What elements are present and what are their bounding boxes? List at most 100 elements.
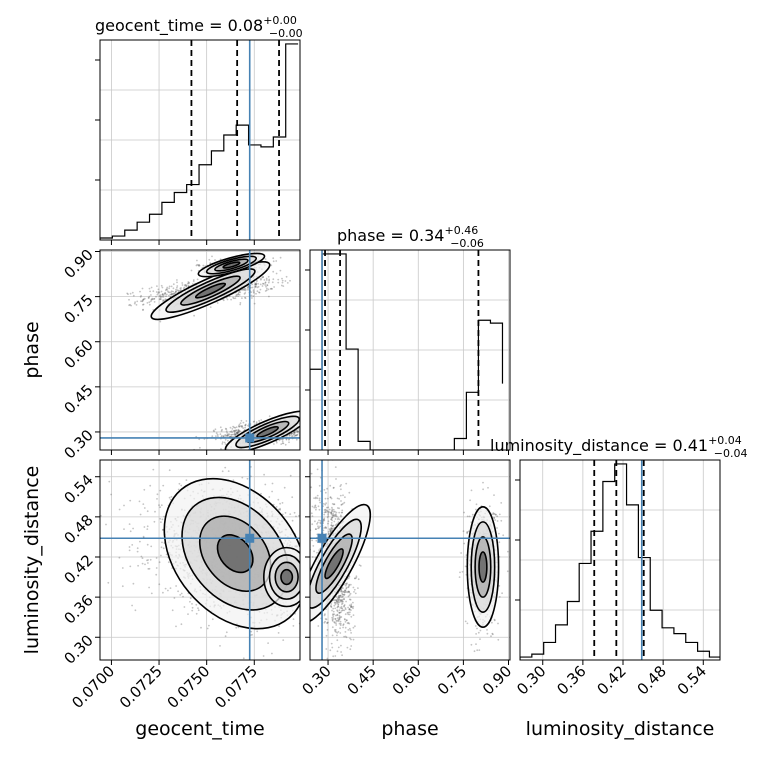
sample-point	[305, 550, 307, 552]
sample-point	[150, 294, 152, 296]
sample-point	[301, 426, 303, 428]
sample-point	[237, 432, 240, 434]
sample-point	[337, 601, 339, 604]
y-tick-label: 0.90	[60, 246, 96, 282]
sample-point	[271, 482, 274, 485]
sample-point	[306, 598, 308, 600]
sample-point	[281, 277, 283, 280]
scatter-phase-vs-luminosity-distance	[310, 460, 510, 660]
sample-point	[147, 297, 150, 299]
sample-point	[220, 448, 222, 450]
sample-point	[291, 496, 294, 499]
sample-point	[176, 286, 178, 289]
sample-point	[303, 587, 305, 589]
panel-frame-1-0	[99, 249, 301, 451]
sample-point	[150, 300, 152, 303]
sample-point	[180, 592, 183, 595]
sample-point	[335, 631, 337, 633]
sample-point	[303, 565, 305, 567]
sample-point	[247, 289, 249, 291]
sample-point	[290, 433, 293, 435]
sample-point	[224, 466, 227, 469]
sample-point	[307, 431, 309, 433]
sample-point	[108, 480, 111, 483]
sample-point	[307, 616, 309, 618]
sample-point	[301, 577, 303, 579]
sample-point	[326, 506, 328, 509]
sample-point	[140, 555, 143, 558]
sample-point	[268, 278, 271, 281]
title-phase: phase = 0.34+0.46 −0.06	[337, 224, 484, 250]
sample-point	[348, 575, 351, 578]
panel-frame-0-0	[99, 39, 301, 241]
sample-point	[185, 284, 188, 287]
sample-point	[335, 511, 338, 514]
sample-point	[337, 595, 340, 598]
sample-point	[159, 489, 162, 492]
sample-point	[232, 430, 235, 432]
sample-point	[255, 421, 258, 423]
sample-point	[332, 514, 334, 517]
sample-point	[138, 500, 141, 503]
sample-point	[158, 583, 161, 586]
sample-point	[142, 503, 145, 505]
sample-point	[344, 635, 347, 638]
sample-point	[338, 614, 341, 617]
sample-point	[267, 275, 270, 278]
sample-point	[142, 303, 145, 306]
sample-point	[304, 429, 306, 431]
sample-point	[155, 295, 157, 298]
sample-point	[244, 292, 247, 294]
sample-point	[317, 505, 320, 508]
sample-point	[348, 491, 351, 494]
sample-point	[344, 589, 347, 591]
sample-point	[236, 432, 238, 434]
sample-point	[350, 632, 352, 634]
sample-point	[150, 286, 153, 289]
sample-point	[296, 434, 299, 436]
sample-point	[183, 286, 186, 289]
contour-line	[224, 410, 300, 450]
sample-point	[105, 523, 107, 526]
sample-point	[158, 298, 161, 301]
sample-point	[128, 546, 131, 548]
sample-point	[257, 282, 259, 285]
sample-point	[268, 415, 271, 418]
sample-point	[279, 507, 281, 510]
sample-point	[244, 288, 247, 290]
sample-point	[339, 485, 342, 488]
sample-point	[277, 498, 280, 501]
sample-point	[176, 281, 178, 284]
sample-point	[310, 472, 313, 475]
sample-point	[237, 626, 240, 629]
sample-point	[254, 285, 257, 288]
sample-point	[241, 288, 243, 291]
sample-point	[186, 282, 189, 285]
sample-point	[325, 634, 328, 637]
sample-point	[331, 519, 333, 522]
sample-point	[307, 279, 309, 281]
sample-point	[226, 298, 229, 301]
sample-point	[332, 655, 335, 658]
sample-point	[306, 595, 308, 597]
sample-point	[227, 434, 230, 437]
sample-point	[215, 435, 217, 437]
sample-point	[327, 522, 329, 525]
sample-point	[303, 566, 305, 568]
sample-point	[295, 434, 297, 437]
y-tick-label: 0.42	[60, 551, 96, 587]
sample-point	[160, 504, 163, 507]
sample-point	[231, 433, 234, 436]
sample-point	[335, 478, 337, 480]
sample-point	[172, 290, 175, 293]
sample-point	[170, 285, 173, 288]
sample-point	[257, 285, 260, 288]
sample-point	[331, 634, 334, 637]
sample-point	[314, 443, 316, 445]
sample-point	[342, 590, 345, 593]
sample-point	[338, 507, 340, 510]
sample-point	[252, 295, 255, 298]
sample-point	[339, 607, 342, 609]
grid-2-2	[520, 460, 720, 660]
